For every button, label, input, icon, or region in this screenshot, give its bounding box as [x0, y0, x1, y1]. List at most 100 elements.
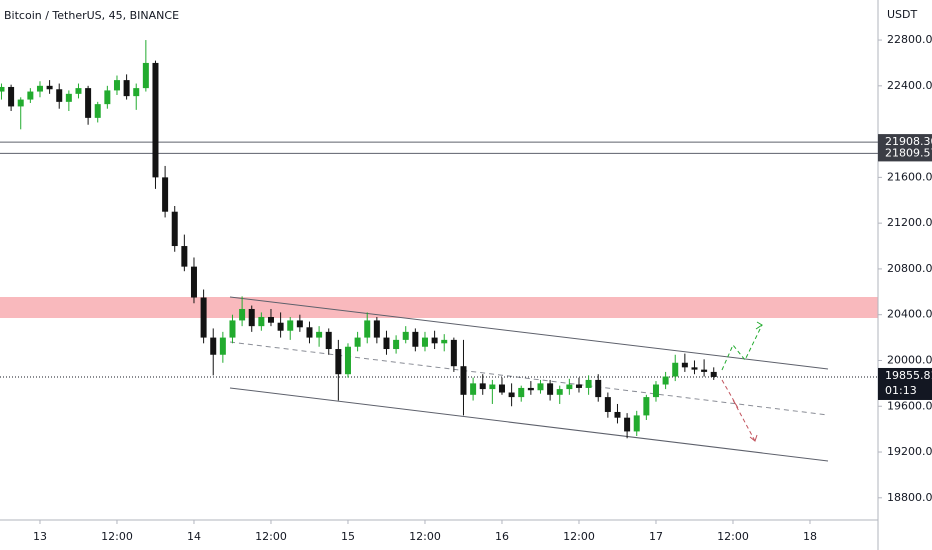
- candle-body: [239, 308, 246, 321]
- candle-body: [364, 320, 371, 338]
- candle-body: [527, 387, 534, 391]
- candle-body: [56, 89, 63, 102]
- candle-body: [566, 384, 573, 390]
- candle-body: [258, 316, 265, 327]
- channel-lower: [229, 387, 829, 462]
- y-tick-label: 18800.00: [887, 491, 932, 504]
- candle-body: [0, 86, 5, 92]
- candle-body: [113, 80, 120, 91]
- candle-body: [662, 376, 669, 385]
- candle-body: [643, 397, 650, 416]
- x-tick-label: 12:00: [101, 530, 133, 543]
- candle-body: [383, 337, 390, 350]
- x-tick-label: 15: [341, 530, 355, 543]
- x-tick-label: 12:00: [563, 530, 595, 543]
- candle-body: [672, 362, 679, 377]
- candle-body: [508, 392, 515, 398]
- candle-body: [344, 346, 351, 375]
- candle-body: [306, 327, 313, 338]
- candle-body: [614, 411, 621, 418]
- y-tick-label: 21200.00: [887, 216, 932, 229]
- candle-body: [17, 99, 24, 107]
- x-tick-label: 12:00: [255, 530, 287, 543]
- candle-body: [556, 389, 563, 395]
- x-tick-label: 12:00: [717, 530, 749, 543]
- channel-mid: [229, 341, 829, 416]
- y-tick-label: 19600.00: [887, 399, 932, 412]
- bear-arrowhead: [749, 434, 758, 442]
- candle-body: [412, 331, 419, 347]
- candle-body: [104, 90, 111, 105]
- resistance-zone: [0, 297, 878, 318]
- candle-body: [94, 104, 101, 118]
- bear-projection: [721, 379, 756, 442]
- candle-body: [479, 383, 486, 390]
- x-tick-label: 17: [649, 530, 663, 543]
- candle-body: [691, 367, 698, 370]
- candle-body: [470, 383, 477, 395]
- candle-body: [652, 384, 659, 398]
- candle-body: [267, 316, 274, 323]
- candle-body: [498, 384, 505, 393]
- candle-body: [354, 337, 361, 347]
- candle-body: [624, 417, 631, 432]
- y-tick-label: 19200.00: [887, 445, 932, 458]
- y-tick-label: 20800.00: [887, 262, 932, 275]
- candle-body: [171, 211, 178, 247]
- candle-body: [248, 308, 255, 327]
- candle-body: [316, 331, 323, 338]
- candle-body: [421, 337, 428, 347]
- y-axis-label: USDT: [887, 8, 918, 21]
- candle-body: [287, 320, 294, 331]
- x-tick-label: 12:00: [409, 530, 441, 543]
- candle-body: [296, 320, 303, 328]
- candle-body: [210, 337, 217, 355]
- candle-body: [200, 297, 207, 338]
- y-tick-label: 22800.00: [887, 33, 932, 46]
- bull-arrowhead: [755, 321, 763, 330]
- candle-body: [633, 415, 640, 432]
- candle-body: [710, 371, 717, 377]
- chart-title: Bitcoin / TetherUS, 45, BINANCE: [4, 9, 179, 22]
- candle-body: [65, 93, 72, 102]
- candle-body: [27, 91, 34, 100]
- candle-body: [547, 383, 554, 395]
- candle-body: [181, 246, 188, 267]
- candle-body: [335, 349, 342, 375]
- candle-body: [518, 387, 525, 398]
- countdown: 01:13: [885, 384, 917, 397]
- y-tick-label: 21600.00: [887, 170, 932, 183]
- candle-body: [701, 369, 708, 372]
- x-tick-label: 13: [33, 530, 47, 543]
- price-label: 21908.30: [885, 135, 932, 148]
- candle-body: [393, 339, 400, 350]
- candle-body: [133, 88, 140, 97]
- last-price-bg: [878, 367, 932, 400]
- x-tick-label: 16: [495, 530, 509, 543]
- candle-body: [75, 88, 82, 94]
- candle-body: [152, 62, 159, 178]
- y-tick-label: 22400.00: [887, 79, 932, 92]
- candle-body: [46, 85, 53, 90]
- candle-body: [537, 383, 544, 391]
- y-tick-label: 20400.00: [887, 308, 932, 321]
- candle-body: [431, 337, 438, 344]
- candle-body: [450, 339, 457, 367]
- candle-body: [595, 379, 602, 398]
- candle-body: [460, 366, 467, 395]
- candle-body: [373, 320, 380, 338]
- candle-body: [190, 266, 197, 298]
- drawings: [229, 296, 829, 462]
- candle-body: [585, 379, 592, 388]
- candle-body: [8, 86, 15, 107]
- x-tick-label: 14: [187, 530, 201, 543]
- channel-upper: [229, 296, 829, 370]
- candle-body: [681, 362, 688, 368]
- candle-body: [85, 88, 92, 118]
- candle-body: [604, 397, 611, 412]
- candle-body: [325, 331, 332, 350]
- candle-body: [277, 322, 284, 331]
- candle-body: [229, 320, 236, 338]
- candle-body: [219, 337, 226, 355]
